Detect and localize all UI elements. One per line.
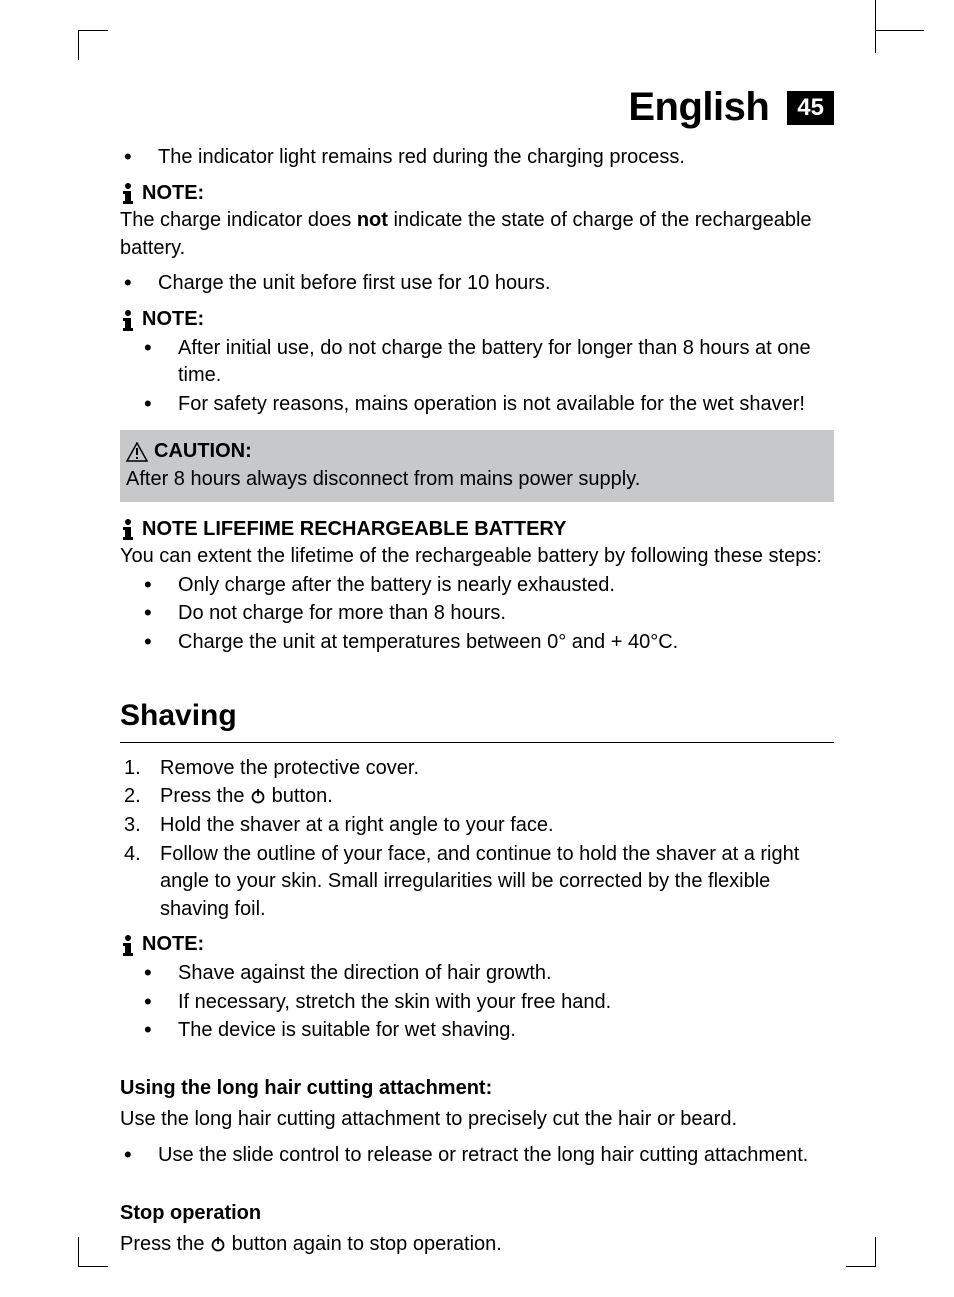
list-item: Follow the outline of your face, and con…: [120, 841, 834, 924]
page-header: English 45: [120, 85, 834, 130]
page-content: English 45 The indicator light remains r…: [108, 30, 846, 1267]
text: Do not charge for more than 8 hours.: [178, 600, 834, 628]
list-item: Use the slide control to release or retr…: [120, 1142, 834, 1170]
list-item: After initial use, do not charge the bat…: [120, 335, 834, 390]
text: Remove the protective cover.: [160, 755, 834, 783]
text: Press the: [120, 1233, 210, 1255]
long-hair-items: Use the slide control to release or retr…: [120, 1142, 834, 1170]
text: Press the: [160, 785, 250, 807]
text: Shave against the direction of hair grow…: [178, 960, 834, 988]
caution-box: CAUTION: After 8 hours always disconnect…: [120, 430, 834, 501]
crop-mark-bl: [78, 1237, 108, 1267]
caution-text: After 8 hours always disconnect from mai…: [126, 466, 828, 494]
shaving-steps: Remove the protective cover. Press the b…: [120, 755, 834, 924]
warning-icon: [126, 442, 148, 462]
text-bold: not: [357, 209, 388, 231]
list-item: Charge the unit at temperatures between …: [120, 629, 834, 657]
text: Charge the unit at temperatures between …: [178, 629, 834, 657]
note1-text: The charge indicator does not indicate t…: [120, 207, 834, 262]
text: The charge indicator does: [120, 209, 357, 231]
note1-label: NOTE:: [142, 180, 204, 208]
note3-intro: You can extent the lifetime of the recha…: [120, 543, 834, 571]
page-number: 45: [787, 91, 834, 125]
note2-heading: NOTE:: [120, 306, 834, 334]
text: Charge the unit before first use for 10 …: [158, 270, 834, 298]
list-item: Do not charge for more than 8 hours.: [120, 600, 834, 628]
list-item: For safety reasons, mains operation is n…: [120, 391, 834, 419]
info-icon: [120, 182, 136, 204]
list-item: Charge the unit before first use for 10 …: [120, 270, 834, 298]
crop-mark-br: [846, 1237, 876, 1267]
text: Hold the shaver at a right angle to your…: [160, 812, 834, 840]
info-icon: [120, 934, 136, 956]
note3-heading: NOTE LIFEFIME RECHARGEABLE BATTERY: [120, 516, 834, 544]
caution-heading: CAUTION:: [126, 438, 828, 466]
text: After initial use, do not charge the bat…: [178, 335, 834, 390]
list-item: Shave against the direction of hair grow…: [120, 960, 834, 988]
crop-mark-tl: [78, 30, 108, 60]
list-item: Hold the shaver at a right angle to your…: [120, 812, 834, 840]
text: The device is suitable for wet shaving.: [178, 1017, 834, 1045]
list-item: Press the button.: [120, 783, 834, 811]
list-item: Remove the protective cover.: [120, 755, 834, 783]
list-item: Only charge after the battery is nearly …: [120, 572, 834, 600]
note3-items: Only charge after the battery is nearly …: [120, 572, 834, 657]
text: Press the button.: [160, 783, 834, 811]
caution-label: CAUTION:: [154, 438, 252, 466]
list-item: The device is suitable for wet shaving.: [120, 1017, 834, 1045]
note1-heading: NOTE:: [120, 180, 834, 208]
power-icon: [210, 1236, 226, 1252]
crop-mark-tr-v: [875, 0, 876, 53]
info-icon: [120, 518, 136, 540]
long-hair-text: Use the long hair cutting attachment to …: [120, 1106, 834, 1134]
text: The indicator light remains red during t…: [158, 144, 834, 172]
list-item: The indicator light remains red during t…: [120, 144, 834, 172]
intro-bullets: The indicator light remains red during t…: [120, 144, 834, 172]
info-icon: [120, 309, 136, 331]
text: Use the slide control to release or retr…: [158, 1142, 834, 1170]
text: For safety reasons, mains operation is n…: [178, 391, 834, 419]
note3-label: NOTE LIFEFIME RECHARGEABLE BATTERY: [142, 516, 566, 544]
shaving-note-label: NOTE:: [142, 931, 204, 959]
text: Follow the outline of your face, and con…: [160, 841, 834, 924]
long-hair-title: Using the long hair cutting attachment:: [120, 1075, 834, 1103]
text: button.: [266, 785, 333, 807]
text: Only charge after the battery is nearly …: [178, 572, 834, 600]
crop-mark-tr-h: [876, 30, 924, 31]
page-language: English: [628, 85, 769, 130]
text: If necessary, stretch the skin with your…: [178, 989, 834, 1017]
list-item: If necessary, stretch the skin with your…: [120, 989, 834, 1017]
stop-text: Press the button again to stop operation…: [120, 1231, 834, 1259]
shaving-note-heading: NOTE:: [120, 931, 834, 959]
bullets2: Charge the unit before first use for 10 …: [120, 270, 834, 298]
shaving-title: Shaving: [120, 695, 834, 743]
shaving-note-items: Shave against the direction of hair grow…: [120, 960, 834, 1045]
content-body: The indicator light remains red during t…: [120, 144, 834, 1259]
power-icon: [250, 788, 266, 804]
note2-items: After initial use, do not charge the bat…: [120, 335, 834, 419]
note2-label: NOTE:: [142, 306, 204, 334]
stop-title: Stop operation: [120, 1200, 834, 1228]
text: button again to stop operation.: [226, 1233, 502, 1255]
